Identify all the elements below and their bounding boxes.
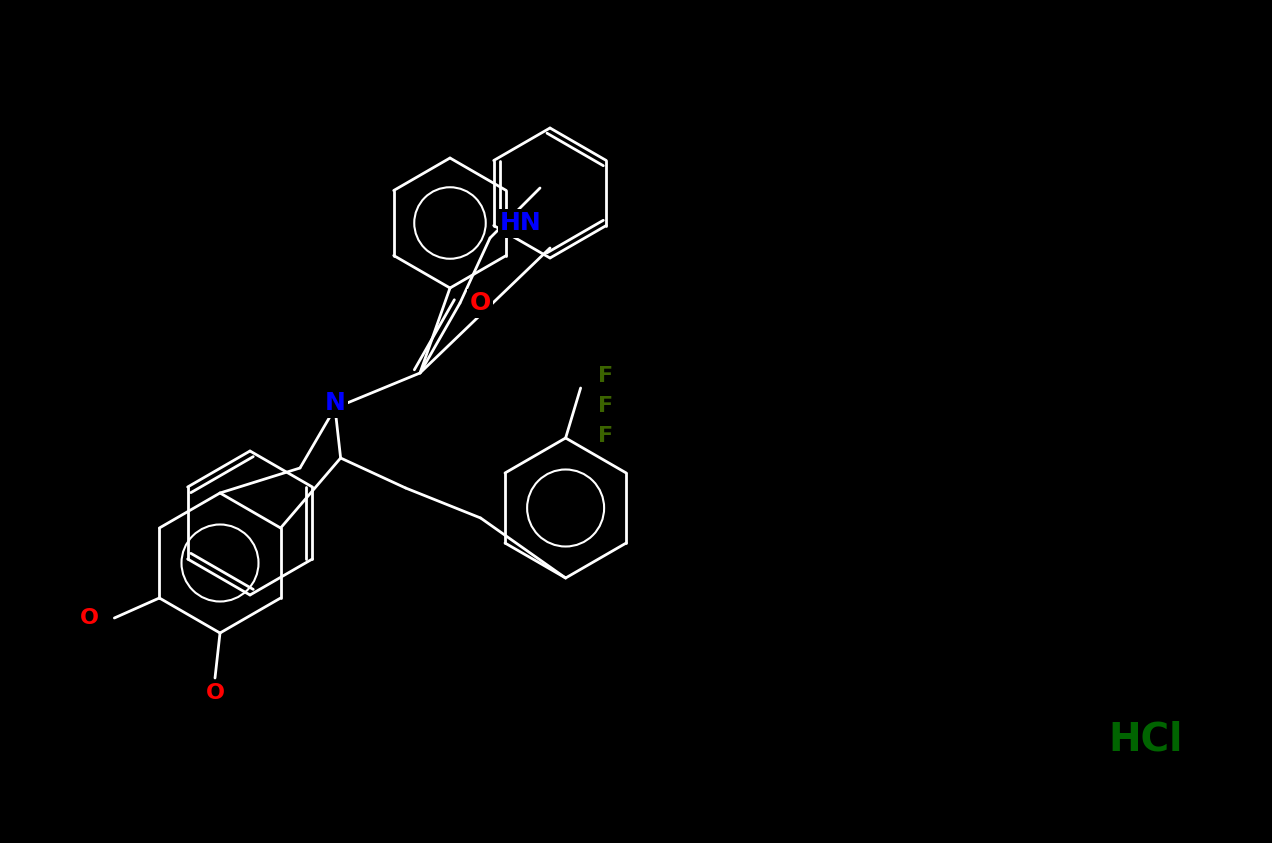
Text: HN: HN: [500, 211, 542, 235]
Text: N: N: [324, 391, 346, 415]
Text: O: O: [469, 291, 491, 315]
Text: F: F: [598, 396, 613, 416]
Text: F: F: [598, 366, 613, 386]
Text: O: O: [80, 608, 99, 628]
Text: HCl: HCl: [1109, 721, 1183, 759]
Text: O: O: [206, 683, 224, 703]
Text: F: F: [598, 426, 613, 446]
